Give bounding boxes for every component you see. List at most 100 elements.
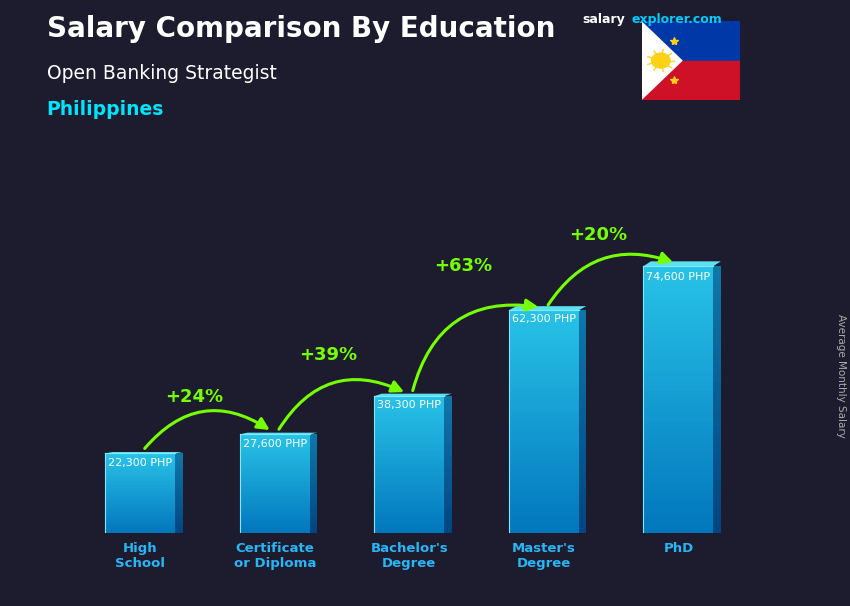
- Bar: [105, 472, 175, 473]
- Polygon shape: [175, 459, 183, 461]
- Polygon shape: [713, 435, 721, 444]
- Bar: [240, 494, 309, 495]
- Polygon shape: [579, 444, 586, 451]
- Bar: [240, 497, 309, 499]
- Polygon shape: [579, 422, 586, 429]
- Bar: [643, 458, 713, 462]
- Bar: [105, 514, 175, 516]
- Bar: [240, 459, 309, 461]
- Bar: [643, 471, 713, 475]
- Polygon shape: [713, 400, 721, 408]
- Polygon shape: [445, 510, 451, 515]
- Polygon shape: [713, 480, 721, 489]
- Bar: [105, 493, 175, 494]
- Text: 27,600 PHP: 27,600 PHP: [243, 439, 307, 449]
- Polygon shape: [579, 415, 586, 422]
- Polygon shape: [309, 490, 317, 494]
- Bar: [509, 526, 579, 530]
- Bar: [240, 478, 309, 479]
- Bar: [509, 407, 579, 411]
- Polygon shape: [445, 460, 451, 465]
- Bar: [374, 417, 445, 419]
- Bar: [240, 449, 309, 451]
- Polygon shape: [445, 492, 451, 497]
- Bar: [240, 513, 309, 515]
- Bar: [509, 451, 579, 455]
- Bar: [374, 426, 445, 428]
- Polygon shape: [309, 467, 317, 471]
- Bar: [509, 418, 579, 422]
- Bar: [642, 21, 740, 61]
- Bar: [374, 447, 445, 448]
- Bar: [105, 500, 175, 501]
- Polygon shape: [445, 410, 451, 415]
- Polygon shape: [175, 474, 183, 478]
- Bar: [240, 531, 309, 533]
- Bar: [105, 499, 175, 500]
- Bar: [240, 446, 309, 448]
- Polygon shape: [175, 525, 183, 528]
- Polygon shape: [309, 454, 317, 458]
- Polygon shape: [713, 302, 721, 311]
- Polygon shape: [445, 501, 451, 506]
- Bar: [374, 405, 445, 408]
- Bar: [374, 424, 445, 426]
- Polygon shape: [175, 509, 183, 512]
- Polygon shape: [642, 21, 683, 100]
- Bar: [509, 310, 579, 314]
- Bar: [643, 338, 713, 342]
- Bar: [643, 306, 713, 311]
- Polygon shape: [643, 261, 721, 266]
- Bar: [374, 504, 445, 506]
- Polygon shape: [309, 501, 317, 504]
- Polygon shape: [579, 318, 586, 325]
- Bar: [105, 464, 175, 465]
- Bar: [643, 422, 713, 427]
- Bar: [643, 284, 713, 288]
- Polygon shape: [309, 438, 317, 441]
- Polygon shape: [579, 496, 586, 504]
- Bar: [105, 461, 175, 463]
- Polygon shape: [309, 497, 317, 501]
- Bar: [643, 378, 713, 382]
- Polygon shape: [579, 355, 586, 362]
- Polygon shape: [445, 447, 451, 451]
- Bar: [105, 473, 175, 474]
- Polygon shape: [445, 405, 451, 410]
- Bar: [240, 454, 309, 456]
- Bar: [643, 467, 713, 471]
- Bar: [374, 438, 445, 439]
- Bar: [643, 351, 713, 355]
- Bar: [240, 441, 309, 442]
- Polygon shape: [579, 347, 586, 355]
- Bar: [509, 362, 579, 366]
- Bar: [240, 474, 309, 476]
- Bar: [374, 474, 445, 476]
- Bar: [509, 333, 579, 336]
- Bar: [509, 474, 579, 478]
- Bar: [643, 502, 713, 507]
- Bar: [643, 391, 713, 395]
- Polygon shape: [309, 458, 317, 461]
- Bar: [374, 421, 445, 424]
- Bar: [105, 453, 175, 454]
- Polygon shape: [309, 520, 317, 524]
- Bar: [643, 400, 713, 404]
- Bar: [240, 456, 309, 458]
- Bar: [105, 470, 175, 471]
- Bar: [509, 436, 579, 441]
- Bar: [509, 359, 579, 362]
- Polygon shape: [445, 519, 451, 524]
- Polygon shape: [713, 346, 721, 355]
- Polygon shape: [175, 518, 183, 520]
- Bar: [374, 412, 445, 415]
- Bar: [105, 516, 175, 518]
- Bar: [240, 476, 309, 478]
- Bar: [643, 293, 713, 298]
- Polygon shape: [579, 511, 586, 518]
- Polygon shape: [713, 408, 721, 418]
- Bar: [374, 528, 445, 531]
- Bar: [105, 491, 175, 492]
- Bar: [105, 483, 175, 484]
- Bar: [105, 522, 175, 524]
